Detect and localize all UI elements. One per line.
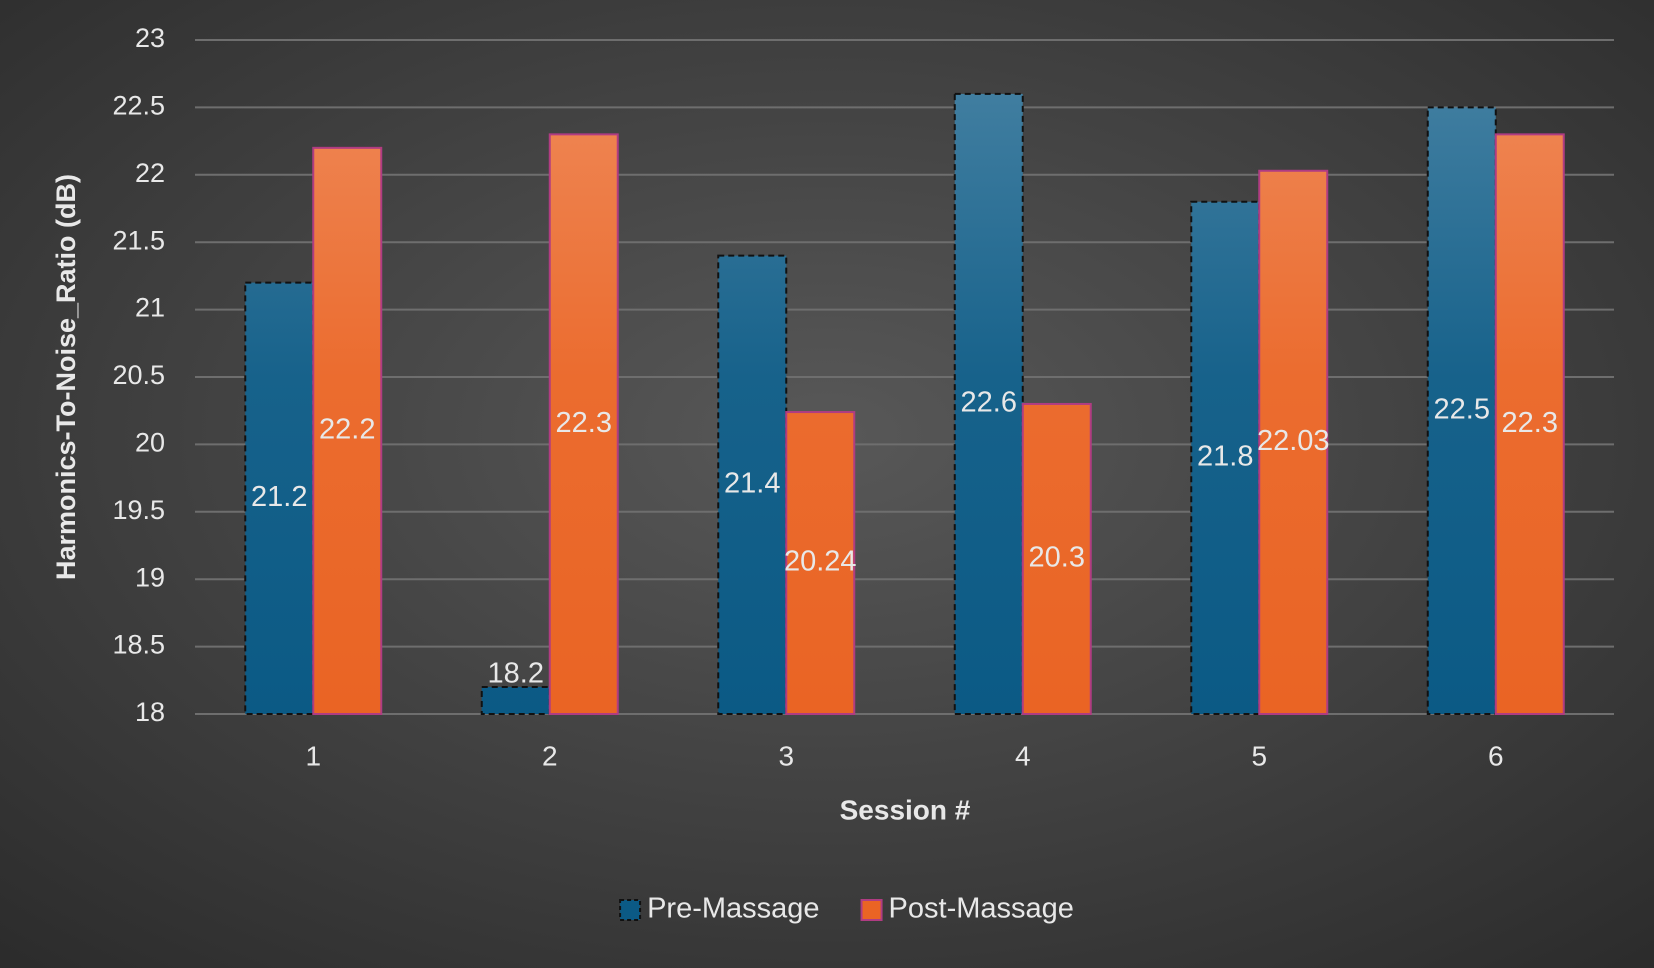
x-tick-label: 3 xyxy=(778,740,794,771)
bar xyxy=(548,133,619,716)
bar xyxy=(312,146,383,715)
bar xyxy=(1426,106,1497,715)
x-tick-label: 5 xyxy=(1251,740,1267,771)
data-label: 22.5 xyxy=(1434,393,1490,425)
y-tick-label: 18.5 xyxy=(112,630,165,660)
bar xyxy=(1258,169,1329,716)
bar xyxy=(717,254,788,715)
y-tick-label: 20 xyxy=(135,428,165,458)
legend-label: Pre-Massage xyxy=(647,893,819,925)
bar xyxy=(785,411,856,715)
legend-swatch xyxy=(619,899,642,921)
bar xyxy=(1494,133,1565,716)
data-label: 20.3 xyxy=(1029,542,1085,574)
data-label: 20.24 xyxy=(784,546,857,578)
bar xyxy=(480,686,551,715)
y-tick-label: 22 xyxy=(135,158,165,188)
x-tick-label: 4 xyxy=(1015,740,1031,771)
data-label: 22.3 xyxy=(1502,407,1558,439)
y-tick-label: 18 xyxy=(135,697,165,727)
y-tick-label: 21.5 xyxy=(112,225,165,255)
y-tick-label: 23 xyxy=(135,23,165,53)
data-label: 22.6 xyxy=(961,387,1017,419)
legend-swatch xyxy=(860,899,883,921)
data-label: 22.3 xyxy=(556,407,612,439)
y-tick-label: 22.5 xyxy=(112,91,165,121)
y-tick-label: 19.5 xyxy=(112,495,165,525)
y-tick-label: 19 xyxy=(135,562,165,592)
y-tick-label: 20.5 xyxy=(112,360,165,390)
y-axis-title: Harmonics-To-Noise_Ratio (dB) xyxy=(51,174,81,580)
x-tick-label: 6 xyxy=(1488,740,1504,771)
y-tick-label: 21 xyxy=(135,293,165,323)
bar xyxy=(1021,402,1092,715)
data-label: 21.2 xyxy=(251,481,307,513)
data-label: 21.4 xyxy=(724,467,780,499)
data-label: 18.2 xyxy=(488,658,544,690)
x-tick-label: 2 xyxy=(542,740,558,771)
bar xyxy=(953,92,1024,716)
x-tick-label: 1 xyxy=(305,740,321,771)
legend: Pre-Massage Post-Massage xyxy=(619,893,1074,925)
data-label: 22.03 xyxy=(1257,425,1330,457)
data-label: 22.2 xyxy=(319,414,375,446)
legend-label: Post-Massage xyxy=(889,893,1074,925)
data-label: 21.8 xyxy=(1197,441,1253,473)
x-axis-title: Session # xyxy=(840,794,971,825)
